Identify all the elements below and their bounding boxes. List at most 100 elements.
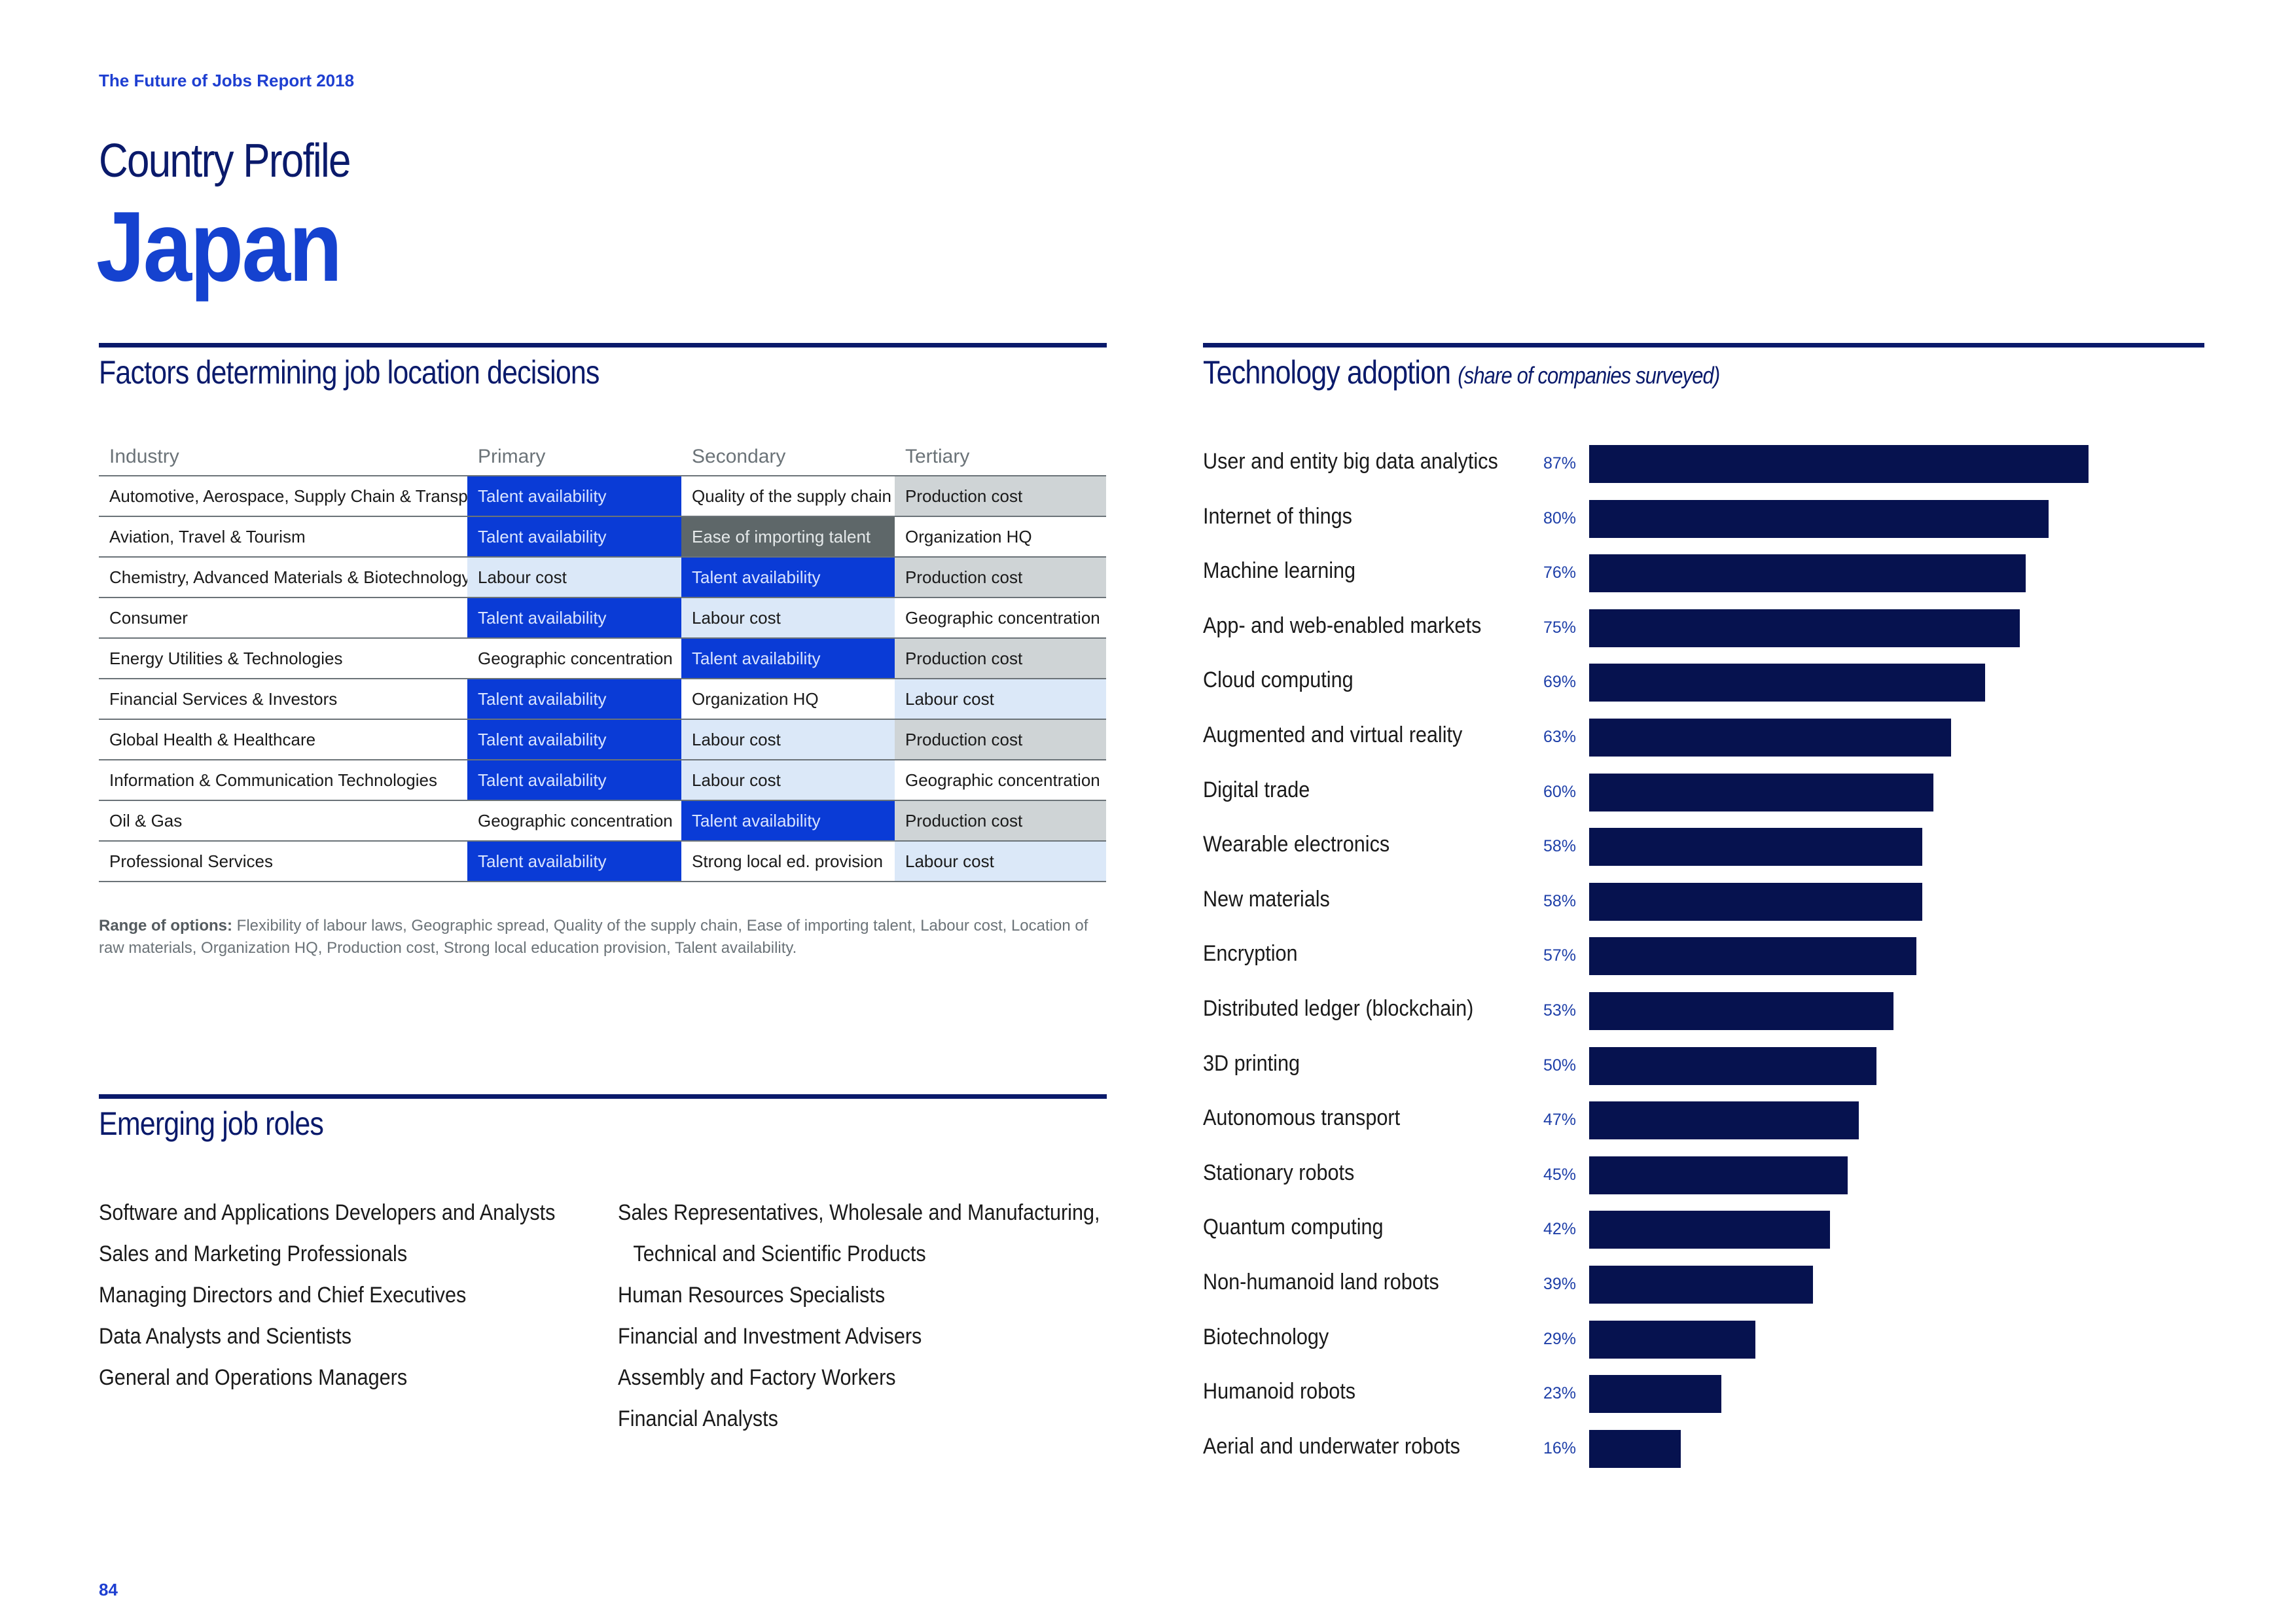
tech-value-label: 76% (1543, 563, 1577, 582)
table-row: Information & Communication Technologies… (99, 760, 1106, 801)
tech-title-main: Technology adoption (1203, 354, 1451, 391)
tertiary-cell: Production cost (895, 638, 1106, 679)
table-row: Oil & Gas Geographic concentration Talen… (99, 800, 1106, 842)
tech-category-label: Wearable electronics (1203, 832, 1390, 857)
factors-rule (99, 343, 1107, 348)
tech-bar (1589, 1320, 1756, 1359)
tech-category-label: Cloud computing (1203, 668, 1354, 693)
note-text: Flexibility of labour laws, Geographic s… (99, 917, 1088, 957)
industry-cell: Automotive, Aerospace, Supply Chain & Tr… (99, 476, 467, 517)
tech-bar (1589, 664, 1986, 702)
tertiary-cell: Labour cost (895, 841, 1106, 882)
secondary-cell: Talent availability (681, 557, 895, 598)
tech-value-label: 58% (1543, 837, 1577, 856)
secondary-cell: Strong local ed. provision (681, 841, 895, 882)
tech-title: Technology adoption (share of companies … (1203, 353, 1720, 391)
tech-value-label: 45% (1543, 1165, 1577, 1184)
table-row: Energy Utilities & Technologies Geograph… (99, 638, 1106, 679)
col-header-secondary: Secondary (681, 438, 895, 476)
tech-row: Aerial and underwater robots 16% (1203, 1429, 2119, 1469)
secondary-cell: Talent availability (681, 638, 895, 679)
tertiary-cell: Production cost (895, 476, 1106, 517)
primary-cell: Talent availability (467, 597, 681, 639)
tech-bar (1589, 1429, 1681, 1468)
factors-table: Industry Primary Secondary Tertiary Auto… (99, 438, 1106, 882)
roles-column-1: Software and Applications Developers and… (99, 1192, 555, 1399)
tech-value-label: 58% (1543, 891, 1577, 910)
industry-cell: Oil & Gas (99, 800, 467, 842)
tech-row: Biotechnology 29% (1203, 1320, 2119, 1360)
tech-bar (1589, 609, 2020, 647)
tech-rule (1203, 343, 2204, 348)
factors-title: Factors determining job location decisio… (99, 354, 600, 391)
tech-category-label: App- and web-enabled markets (1203, 613, 1482, 638)
tech-row: Digital trade 60% (1203, 773, 2119, 813)
tech-category-label: Biotechnology (1203, 1324, 1329, 1349)
tech-value-label: 50% (1543, 1056, 1577, 1075)
tech-category-label: 3D printing (1203, 1050, 1300, 1076)
industry-cell: Consumer (99, 597, 467, 639)
industry-cell: Professional Services (99, 841, 467, 882)
role-item: Sales and Marketing Professionals (99, 1241, 408, 1266)
tertiary-cell: Production cost (895, 800, 1106, 842)
table-row: Automotive, Aerospace, Supply Chain & Tr… (99, 476, 1106, 517)
tech-row: Augmented and virtual reality 63% (1203, 719, 2119, 758)
tertiary-cell: Organization HQ (895, 516, 1106, 558)
tech-row: Cloud computing 69% (1203, 664, 2119, 703)
tech-bar (1589, 1156, 1848, 1194)
primary-cell: Talent availability (467, 516, 681, 558)
tech-bar (1589, 445, 2089, 483)
secondary-cell: Labour cost (681, 719, 895, 760)
tech-row: New materials 58% (1203, 882, 2119, 922)
tech-value-label: 47% (1543, 1111, 1577, 1130)
role-item: Managing Directors and Chief Executives (99, 1283, 467, 1308)
role-item: Assembly and Factory Workers (618, 1365, 896, 1390)
tech-value-label: 63% (1543, 728, 1577, 746)
tech-row: User and entity big data analytics 87% (1203, 445, 2119, 484)
tech-row: 3D printing 50% (1203, 1046, 2119, 1086)
tech-value-label: 80% (1543, 508, 1577, 527)
tech-bar (1589, 882, 1922, 921)
secondary-cell: Organization HQ (681, 679, 895, 720)
table-row: Consumer Talent availability Labour cost… (99, 597, 1106, 639)
table-row: Chemistry, Advanced Materials & Biotechn… (99, 557, 1106, 598)
tertiary-cell: Labour cost (895, 679, 1106, 720)
tech-row: Autonomous transport 47% (1203, 1101, 2119, 1141)
tech-value-label: 53% (1543, 1001, 1577, 1020)
tech-category-label: Machine learning (1203, 558, 1356, 584)
tech-category-label: Stationary robots (1203, 1160, 1355, 1185)
secondary-cell: Talent availability (681, 800, 895, 842)
industry-cell: Energy Utilities & Technologies (99, 638, 467, 679)
note-label: Range of options: (99, 917, 232, 935)
primary-cell: Talent availability (467, 760, 681, 801)
tech-category-label: User and entity big data analytics (1203, 449, 1498, 474)
role-item-continuation: Technical and Scientific Products (633, 1241, 926, 1266)
role-item: General and Operations Managers (99, 1365, 408, 1390)
secondary-cell: Ease of importing talent (681, 516, 895, 558)
col-header-primary: Primary (467, 438, 681, 476)
tech-category-label: New materials (1203, 886, 1330, 912)
tech-category-label: Autonomous transport (1203, 1105, 1401, 1131)
factors-header-row: Industry Primary Secondary Tertiary (99, 438, 1106, 476)
tech-value-label: 42% (1543, 1220, 1577, 1239)
tech-row: Non-humanoid land robots 39% (1203, 1266, 2119, 1305)
table-row: Global Health & Healthcare Talent availa… (99, 719, 1106, 760)
tech-row: Distributed ledger (blockchain) 53% (1203, 992, 2119, 1031)
industry-cell: Information & Communication Technologies (99, 760, 467, 801)
tech-bar (1589, 937, 1916, 976)
primary-cell: Talent availability (467, 679, 681, 720)
tech-row: Internet of things 80% (1203, 499, 2119, 539)
tech-category-label: Digital trade (1203, 777, 1310, 802)
tertiary-cell: Geographic concentration (895, 597, 1106, 639)
roles-rule (99, 1094, 1107, 1099)
col-header-industry: Industry (99, 438, 467, 476)
tech-category-label: Internet of things (1203, 503, 1352, 529)
tech-bar (1589, 1375, 1721, 1414)
tech-bar (1589, 1101, 1859, 1140)
tech-category-label: Humanoid robots (1203, 1379, 1356, 1404)
tech-row: Stationary robots 45% (1203, 1156, 2119, 1196)
secondary-cell: Labour cost (681, 760, 895, 801)
tech-value-label: 57% (1543, 946, 1577, 965)
tech-subtitle: (share of companies surveyed) (1458, 362, 1720, 389)
industry-cell: Financial Services & Investors (99, 679, 467, 720)
